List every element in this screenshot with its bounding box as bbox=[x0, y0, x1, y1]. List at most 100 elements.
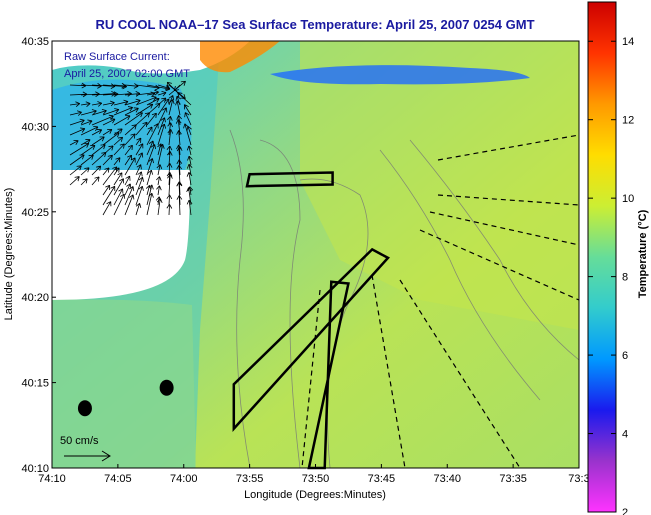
current-vector bbox=[69, 110, 82, 116]
current-vector bbox=[80, 109, 97, 116]
x-axis-label: Longitude (Degrees:Minutes) bbox=[244, 489, 386, 501]
cold-patch bbox=[270, 65, 530, 85]
current-vector bbox=[113, 82, 126, 89]
colorbar-tick-label: 14 bbox=[622, 36, 634, 48]
current-vector bbox=[187, 155, 193, 166]
current-vector bbox=[168, 99, 175, 116]
current-vector bbox=[80, 154, 94, 166]
x-tick-label: 73:3 bbox=[568, 473, 589, 485]
current-vector bbox=[124, 124, 137, 136]
y-axis: 40:10 40:15 40:20 40:25 40:30 40:35 bbox=[21, 36, 56, 475]
x-tick-label: 73:35 bbox=[499, 473, 527, 485]
x-tick-label: 73:55 bbox=[236, 473, 264, 485]
current-vector bbox=[91, 165, 102, 176]
warm-band bbox=[300, 41, 579, 330]
current-vector bbox=[176, 130, 182, 146]
current-vector bbox=[80, 119, 93, 126]
current-vector bbox=[156, 176, 162, 186]
current-vector bbox=[113, 167, 120, 176]
current-vector bbox=[135, 171, 143, 186]
colorbar-tick-label: 10 bbox=[622, 193, 634, 205]
colorbar-tick-label: 2 bbox=[622, 507, 628, 515]
current-vector bbox=[167, 129, 174, 146]
annotation-line-1: Raw Surface Current: bbox=[64, 51, 170, 63]
current-vector bbox=[186, 172, 193, 186]
current-vector bbox=[135, 164, 142, 176]
glider-track-box bbox=[245, 171, 334, 188]
current-vector bbox=[157, 98, 170, 116]
current-vector bbox=[186, 163, 193, 176]
current-vector bbox=[69, 118, 85, 126]
current-vector bbox=[167, 174, 173, 196]
current-vector bbox=[102, 108, 120, 116]
current-vector bbox=[124, 154, 132, 166]
current-vector bbox=[124, 194, 135, 216]
current-vector bbox=[146, 158, 154, 176]
x-tick-label: 74:10 bbox=[38, 473, 66, 485]
annotation-line-2: April 25, 2007 02:00 GMT bbox=[64, 68, 190, 80]
current-vector bbox=[102, 184, 111, 196]
current-vector bbox=[135, 176, 144, 196]
current-vector bbox=[113, 178, 125, 196]
current-vector bbox=[80, 144, 96, 156]
current-vector bbox=[146, 169, 154, 186]
current-vector bbox=[91, 109, 107, 116]
current-vector bbox=[69, 176, 80, 186]
current-vector bbox=[113, 172, 123, 186]
station-markers bbox=[77, 379, 174, 417]
current-vector bbox=[91, 101, 103, 107]
current-vector bbox=[176, 195, 183, 216]
current-vector bbox=[135, 202, 142, 216]
current-vector bbox=[124, 107, 139, 116]
x-axis: 74:10 74:05 74:00 73:55 73:50 73:45 73:40 73:35… bbox=[38, 464, 590, 485]
current-vector bbox=[102, 100, 115, 107]
current-vector bbox=[113, 143, 125, 156]
colorbar-tick-label: 12 bbox=[622, 115, 634, 127]
x-tick-label: 73:50 bbox=[302, 473, 330, 485]
x-tick-label: 74:05 bbox=[104, 473, 132, 485]
colorbar-ticks: 2 4 6 8 10 12 14 bbox=[588, 36, 634, 515]
current-vector bbox=[113, 157, 121, 166]
current-vector bbox=[167, 122, 173, 136]
current-vector bbox=[157, 107, 168, 126]
current-vector bbox=[146, 126, 153, 136]
current-vector bbox=[69, 127, 86, 136]
current-vector bbox=[113, 128, 123, 136]
colorbar-tick-label: 4 bbox=[622, 429, 628, 441]
current-vector bbox=[124, 98, 141, 106]
current-vector bbox=[80, 101, 91, 107]
current-vector bbox=[175, 100, 181, 116]
x-tick-label: 73:40 bbox=[433, 473, 461, 485]
current-vector bbox=[91, 129, 103, 136]
current-vector bbox=[80, 125, 99, 136]
current-vector bbox=[113, 99, 129, 106]
current-vector bbox=[176, 159, 183, 176]
current-vector bbox=[102, 185, 116, 206]
scale-label: 50 cm/s bbox=[60, 435, 99, 447]
y-tick-label: 40:20 bbox=[21, 292, 49, 304]
land bbox=[52, 170, 190, 300]
current-vector bbox=[146, 91, 156, 98]
current-vector bbox=[186, 199, 193, 216]
current-vector bbox=[102, 118, 116, 126]
current-vector bbox=[135, 185, 144, 206]
land-coast bbox=[52, 299, 196, 468]
chart-title: RU COOL NOAA–17 Sea Surface Temperature:… bbox=[95, 17, 534, 32]
current-vector bbox=[91, 136, 105, 146]
current-vector bbox=[69, 101, 81, 107]
current-vector bbox=[166, 151, 173, 166]
current-vector bbox=[135, 152, 144, 166]
current-vector bbox=[113, 106, 133, 116]
current-vector bbox=[113, 136, 123, 146]
current-vector bbox=[135, 121, 148, 136]
surface-current-vectors bbox=[69, 80, 194, 216]
current-vector bbox=[156, 198, 163, 216]
current-vector bbox=[157, 143, 165, 166]
current-vector bbox=[146, 97, 160, 106]
y-axis-label: Latitude (Degrees:Minutes) bbox=[3, 188, 15, 321]
current-vector bbox=[146, 184, 154, 206]
current-vector bbox=[146, 144, 157, 166]
x-tick-label: 73:45 bbox=[368, 473, 396, 485]
current-vector bbox=[177, 92, 192, 106]
